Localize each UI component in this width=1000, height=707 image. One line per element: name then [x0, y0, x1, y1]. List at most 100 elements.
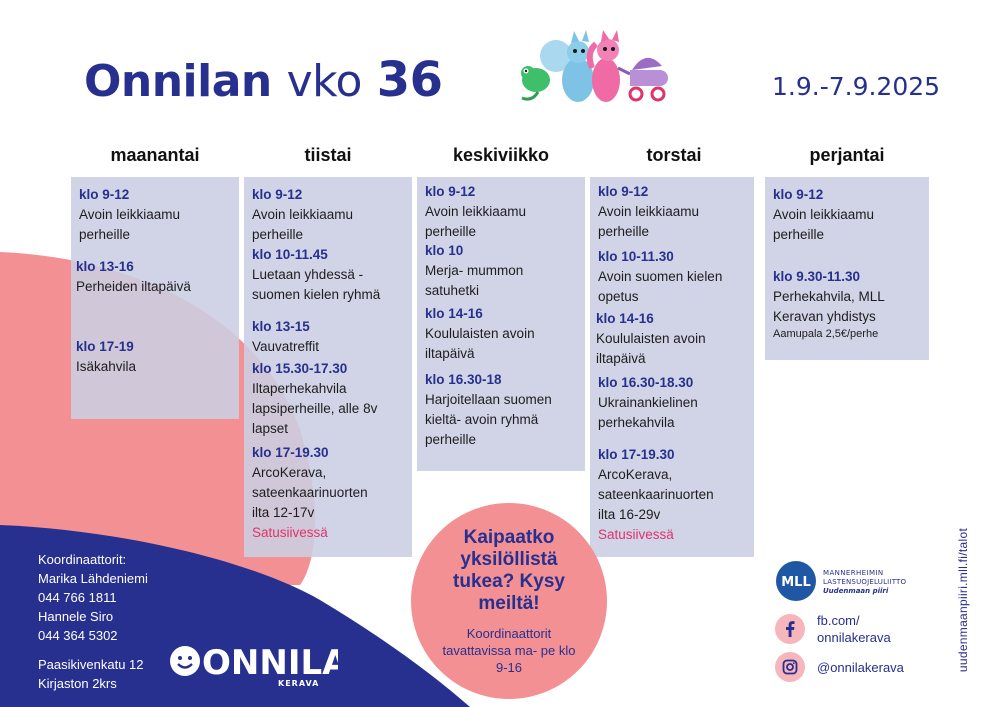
event-text: perheille: [773, 227, 825, 242]
coordinator-name: Marika Lähdeniemi: [38, 571, 148, 586]
event-text: iltapäivä: [596, 351, 646, 366]
event-text: iltapäivä: [425, 346, 475, 361]
event-price-note: Aamupala 2,5€/perhe: [773, 328, 879, 340]
event-time: klo 10-11.45: [252, 247, 328, 262]
event-text: ArcoKerava,: [598, 467, 673, 482]
instagram-link[interactable]: @onnilakerava: [775, 652, 904, 682]
day-column-thursday: klo 9-12 Avoin leikkiaamu perheille klo …: [590, 177, 754, 557]
instagram-icon: [775, 652, 805, 682]
event-time: klo 14-16: [425, 306, 483, 321]
street-address: Paasikivenkatu 12: [38, 657, 144, 672]
page-title: Onnilan vko 36: [84, 52, 443, 108]
onnila-logo: ONNILA KERAVA: [170, 643, 338, 688]
event-text: Koululaisten avoin: [596, 331, 706, 346]
event-item: klo 16.30-18 Harjoitellaan suomen kieltä…: [425, 370, 579, 450]
event-item: klo 16.30-18.30 Ukrainankielinen perheka…: [598, 373, 748, 433]
event-text: perheille: [252, 227, 304, 242]
svg-text:MANNERHEIMIN: MANNERHEIMIN: [823, 569, 883, 577]
event-item: klo 15.30-17.30 Iltaperhekahvila lapsipe…: [252, 359, 406, 439]
event-text: opetus: [598, 289, 639, 304]
coordinator-name: Hannele Siro: [38, 609, 114, 624]
day-column-wednesday: klo 9-12 Avoin leikkiaamu perheille klo …: [417, 177, 585, 471]
vertical-website-url[interactable]: uudenmaanpiiri.mll.fi/talot: [948, 520, 978, 680]
event-time: klo 9-12: [425, 184, 476, 199]
event-item: klo 10-11.45 Luetaan yhdessä - suomen ki…: [252, 245, 406, 305]
event-time: klo 14-16: [596, 311, 654, 326]
event-item: klo 14-16 Koululaisten avoin iltapäivä: [596, 309, 748, 369]
support-headline: Kaipaatko yksilöllistä tukea? Kysy meilt…: [453, 527, 565, 614]
pink-squirrel-mascot: [586, 30, 620, 102]
title-week-label: vko: [286, 56, 363, 107]
day-heading-monday: maanantai: [110, 145, 200, 165]
event-item: klo 9-12 Avoin leikkiaamu perheille: [79, 185, 233, 245]
event-text: Iltaperhekahvila: [252, 381, 347, 396]
event-text: perheille: [598, 224, 650, 239]
event-text: kieltä- avoin ryhmä: [425, 412, 539, 427]
event-item: klo 9-12 Avoin leikkiaamu perheille: [773, 185, 923, 245]
event-time: klo 10: [425, 243, 464, 258]
event-text: Avoin leikkiaamu: [425, 204, 527, 219]
event-item: klo 13-15 Vauvatreffit: [252, 317, 406, 357]
facebook-link[interactable]: fb.com/ onnilakerava: [775, 612, 891, 646]
mascot-illustration: [521, 30, 668, 102]
event-time: klo 13-15: [252, 319, 310, 334]
event-text: suomen kielen ryhmä: [252, 287, 381, 302]
event-time: klo 10-11.30: [598, 249, 674, 264]
event-item: klo 9-12 Avoin leikkiaamu perheille: [252, 185, 406, 245]
facebook-url-line: fb.com/: [817, 613, 860, 628]
event-text: Harjoitellaan suomen: [425, 392, 552, 407]
day-column-monday: klo 9-12 Avoin leikkiaamu perheille klo …: [71, 177, 239, 419]
address-floor: Kirjaston 2krs: [38, 676, 117, 691]
event-item: klo 14-16 Koululaisten avoin iltapäivä: [425, 304, 579, 364]
event-location-note: Satusiivessä: [252, 525, 328, 540]
event-item: klo 9-12 Avoin leikkiaamu perheille: [425, 182, 579, 242]
event-time: klo 13-16: [76, 259, 134, 274]
event-text: lapset: [252, 421, 289, 436]
blue-squirrel-mascot: [540, 30, 594, 102]
event-text: Perheiden iltapäivä: [76, 279, 191, 294]
day-column-friday: klo 9-12 Avoin leikkiaamu perheille klo …: [765, 177, 929, 360]
event-text: satuhetki: [425, 283, 480, 298]
event-text: Perhekahvila, MLL: [773, 289, 885, 304]
event-text: ilta 16-29v: [598, 507, 661, 522]
title-bold: Onnilan: [84, 56, 272, 107]
event-text: Merja- mummon: [425, 263, 524, 278]
svg-text:MLL: MLL: [781, 575, 811, 590]
event-time: klo 17-19.30: [252, 445, 329, 460]
event-text: Luetaan yhdessä -: [252, 267, 364, 282]
svg-text:ONNILA: ONNILA: [202, 643, 338, 683]
event-text: Avoin suomen kielen: [598, 269, 723, 284]
event-time: klo 15.30-17.30: [252, 361, 348, 376]
coordinator-phone: 044 766 1811: [38, 590, 117, 605]
event-time: klo 9-12: [598, 184, 649, 199]
event-text: perheille: [425, 432, 477, 447]
coordinator-phone: 044 364 5302: [38, 628, 118, 643]
event-time: klo 9.30-11.30: [773, 269, 861, 284]
event-item: klo 10 Merja- mummon satuhetki: [425, 241, 579, 301]
day-column-tuesday: klo 9-12 Avoin leikkiaamu perheille klo …: [244, 177, 412, 557]
event-time: klo 9-12: [79, 187, 130, 202]
svg-text:KERAVA: KERAVA: [278, 679, 319, 688]
event-text: perheille: [79, 227, 131, 242]
event-item: klo 10-11.30 Avoin suomen kielen opetus: [598, 247, 748, 307]
event-text: Vauvatreffit: [252, 339, 320, 354]
day-heading-tuesday: tiistai: [304, 145, 352, 165]
website-url-text: uudenmaanpiiri.mll.fi/talot: [956, 527, 970, 673]
event-item: klo 17-19.30 ArcoKerava, sateenkaarinuor…: [252, 443, 406, 543]
event-location-note: Satusiivessä: [598, 527, 674, 542]
support-hours-text: Koordinaattorit tavattavissa ma- pe klo …: [442, 626, 576, 675]
navy-background-wave: [0, 525, 470, 707]
event-text: Avoin leikkiaamu: [79, 207, 181, 222]
support-bubble: Kaipaatko yksilöllistä tukea? Kysy meilt…: [411, 503, 607, 699]
event-item: klo 9.30-11.30 Perhekahvila, MLL Keravan…: [773, 267, 923, 342]
event-text: perheille: [425, 224, 477, 239]
date-range: 1.9.-7.9.2025: [772, 72, 941, 101]
baby-stroller-illustration: [617, 57, 668, 102]
day-heading-friday: perjantai: [809, 145, 885, 165]
event-text: Isäkahvila: [76, 359, 137, 374]
week-number: 36: [376, 52, 443, 108]
svg-text:LASTENSUOJELULIITTO: LASTENSUOJELULIITTO: [823, 578, 907, 586]
event-time: klo 17-19.30: [598, 447, 675, 462]
instagram-handle: @onnilakerava: [817, 659, 904, 675]
event-text: perhekahvila: [598, 415, 675, 430]
